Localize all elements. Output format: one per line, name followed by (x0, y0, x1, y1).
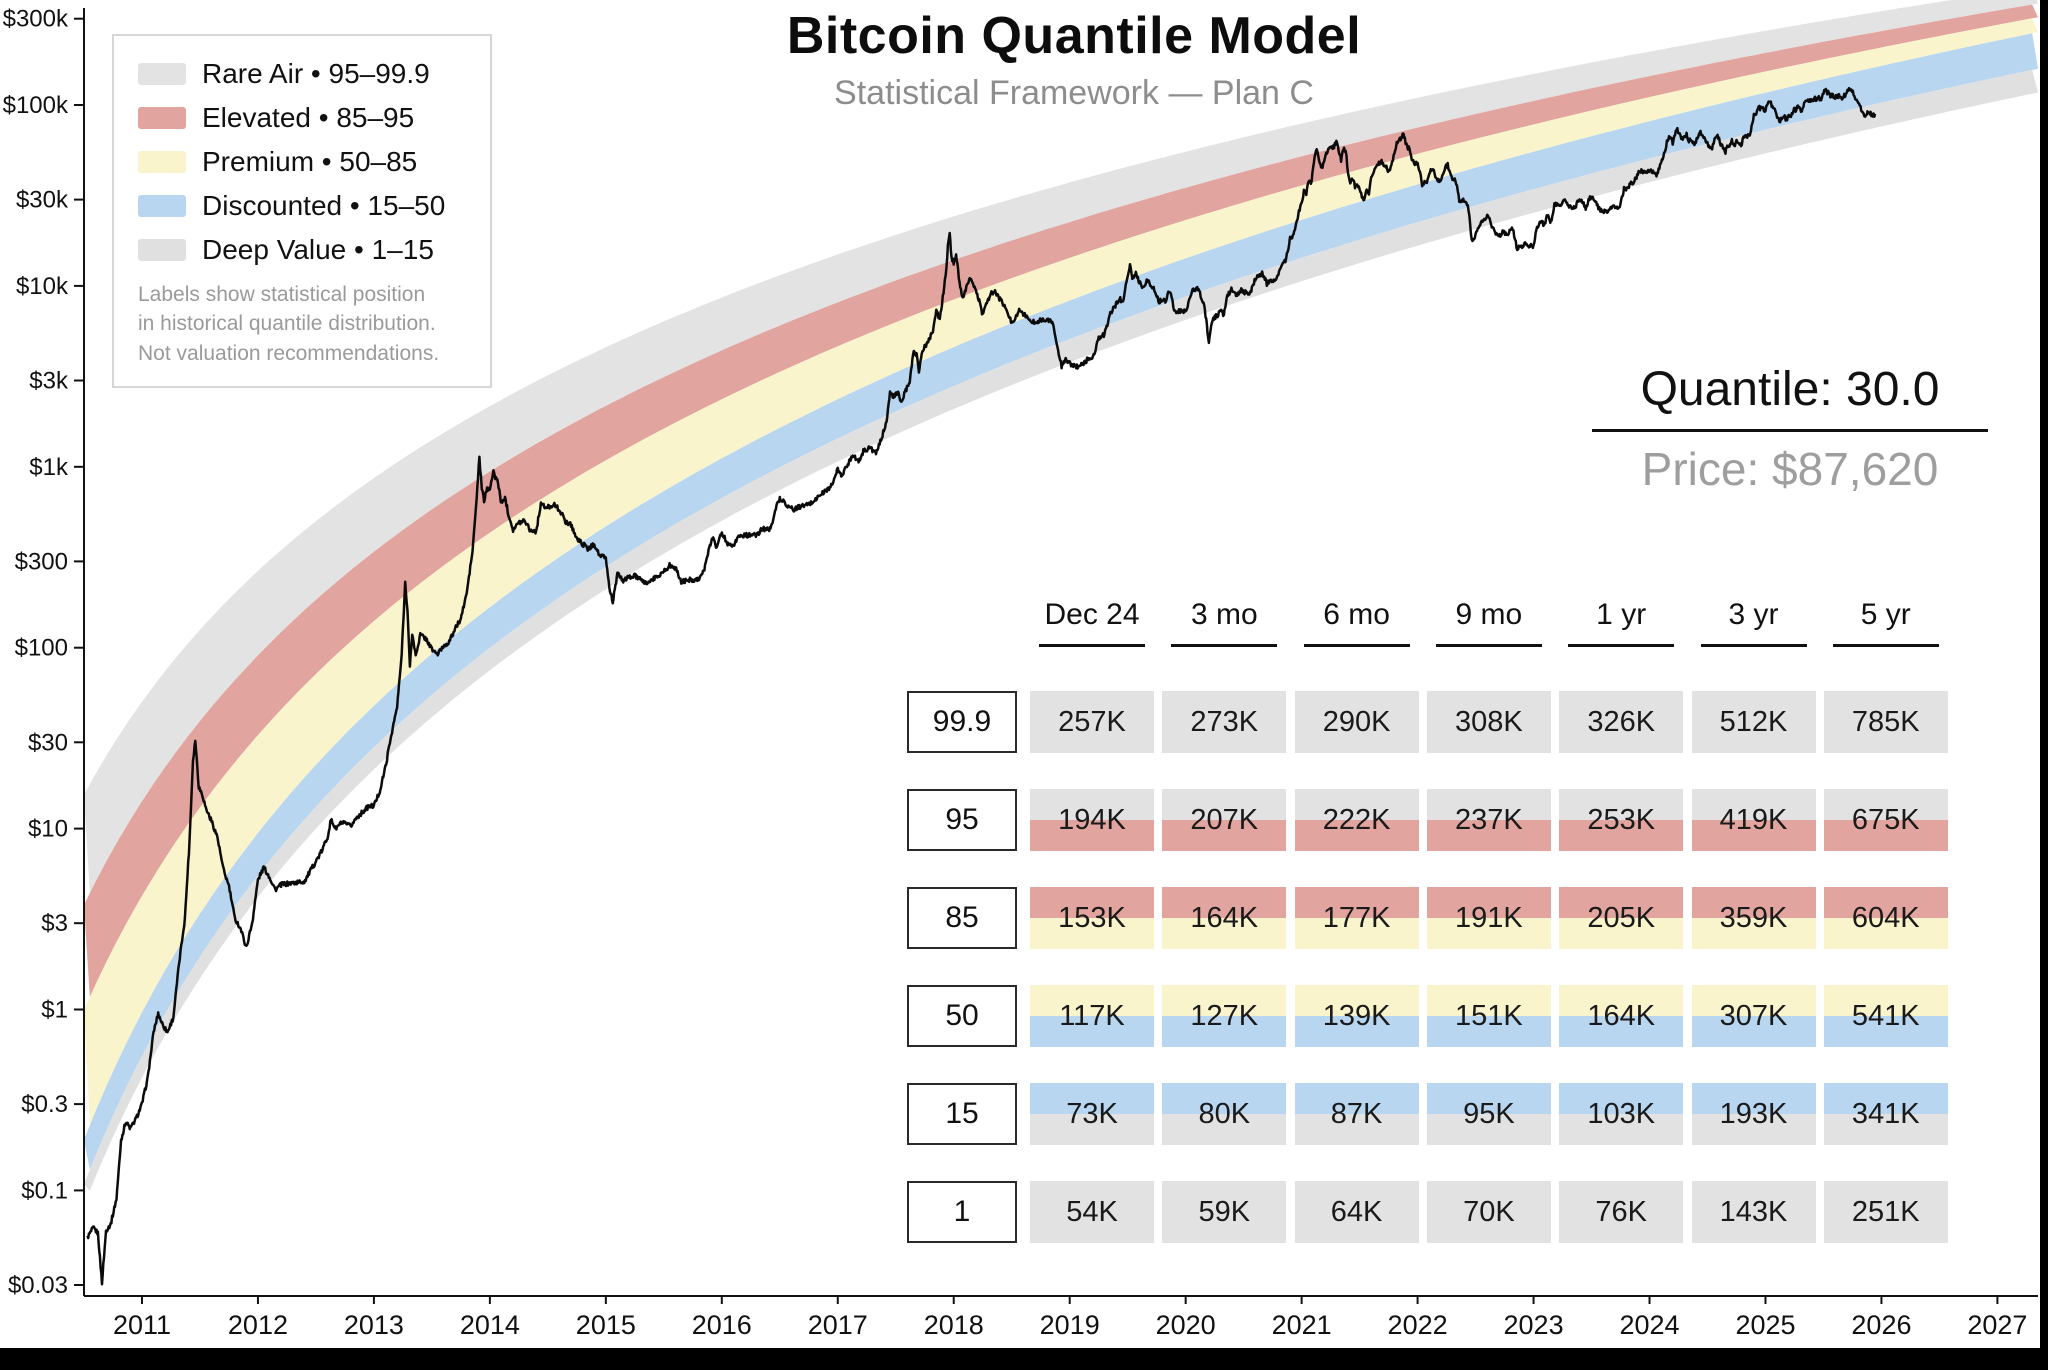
y-axis-label: $30 (28, 729, 68, 756)
y-axis-label: $100k (3, 92, 69, 119)
legend-items: Rare Air • 95–99.9 Elevated • 85–95 Premiu… (138, 58, 466, 266)
band-rare-air (84, 0, 2038, 893)
price-line (86, 86, 1877, 1286)
x-axis-label: 2020 (1156, 1310, 1216, 1340)
legend: Rare Air • 95–99.9 Elevated • 85–95 Premiu… (112, 34, 492, 389)
legend-item: Elevated • 85–95 (138, 102, 466, 134)
legend-item-label: Rare Air • 95–99.9 (202, 58, 430, 89)
x-axis-label: 2019 (1040, 1310, 1100, 1340)
y-axis-label: $10k (16, 273, 69, 300)
x-axis-label: 2021 (1272, 1310, 1332, 1340)
y-axis-label: $1 (41, 997, 68, 1024)
legend-item-label: Premium • 50–85 (202, 146, 418, 177)
x-axis-label: 2018 (924, 1310, 984, 1340)
legend-note-line: in historical quantile distribution. (138, 312, 436, 336)
legend-item: Rare Air • 95–99.9 (138, 58, 466, 90)
x-axis-label: 2026 (1851, 1310, 1911, 1340)
y-axis-label: $100 (15, 635, 68, 662)
x-axis-label: 2015 (576, 1310, 636, 1340)
legend-swatch (138, 63, 186, 85)
legend-item-label: Discounted • 15–50 (202, 190, 446, 221)
quantile-underline (1592, 429, 1988, 432)
y-axis-label: $1k (29, 454, 69, 481)
y-axis-label: $0.03 (8, 1272, 68, 1299)
letterbox-bottom (0, 1348, 2048, 1370)
x-axis-label: 2025 (1735, 1310, 1795, 1340)
y-axis-label: $0.3 (21, 1091, 68, 1118)
quantile-value-label: Quantile: 30.0 (1640, 363, 1940, 416)
legend-item: Premium • 50–85 (138, 146, 466, 178)
letterbox-right (2040, 0, 2048, 1370)
legend-note: Labels show statistical position in hist… (138, 280, 466, 368)
x-axis-label: 2027 (1967, 1310, 2027, 1340)
legend-item-label: Elevated • 85–95 (202, 102, 415, 133)
x-axis-label: 2016 (692, 1310, 752, 1340)
x-axis-label: 2011 (113, 1310, 171, 1340)
x-axis-label: 2013 (344, 1310, 404, 1340)
band-elevated (84, 4, 2038, 998)
y-axis-label: $3 (41, 910, 68, 937)
legend-swatch (138, 107, 186, 129)
y-axis-label: $300k (3, 6, 69, 33)
y-axis-label: $0.1 (21, 1177, 68, 1204)
band-premium (84, 18, 2038, 1126)
x-axis-label: 2014 (460, 1310, 520, 1340)
y-axis-label: $3k (29, 368, 69, 395)
legend-note-line: Not valuation recommendations. (138, 341, 440, 365)
legend-swatch (138, 151, 186, 173)
title-block: Bitcoin Quantile Model Statistical Frame… (524, 6, 1624, 113)
legend-item-label: Deep Value • 1–15 (202, 234, 434, 265)
legend-swatch (138, 239, 186, 261)
y-axis-label: $30k (16, 187, 69, 214)
x-axis-label: 2012 (228, 1310, 288, 1340)
y-axis-label: $300 (15, 548, 68, 575)
legend-note-line: Labels show statistical position (138, 283, 426, 306)
legend-item: Deep Value • 1–15 (138, 234, 466, 266)
legend-swatch (138, 195, 186, 217)
chart-title: Bitcoin Quantile Model (786, 7, 1362, 65)
chart-subtitle: Statistical Framework — Plan C (834, 74, 1314, 112)
quantile-annotation: Quantile: 30.0 Price: $87,620 (1592, 362, 1988, 496)
x-axis-label: 2024 (1619, 1310, 1679, 1340)
x-axis-label: 2017 (808, 1310, 868, 1340)
x-axis-label: 2023 (1504, 1310, 1564, 1340)
x-axis-label: 2022 (1388, 1310, 1448, 1340)
y-axis-label: $10 (28, 816, 68, 843)
price-value-label: Price: $87,620 (1641, 443, 1939, 495)
legend-item: Discounted • 15–50 (138, 190, 466, 222)
